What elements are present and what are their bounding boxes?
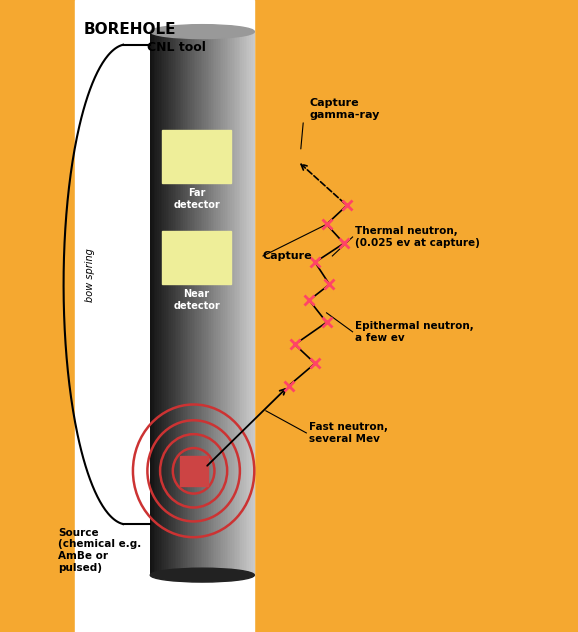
Bar (246, 32, 248, 575)
Bar (154, 32, 156, 575)
Bar (251, 32, 253, 575)
Text: CNL tool: CNL tool (147, 41, 206, 54)
Bar (234, 32, 236, 575)
Bar (168, 32, 170, 575)
Bar (206, 32, 208, 575)
Bar (162, 32, 165, 575)
Bar (221, 32, 224, 575)
Text: Source
(chemical e.g.
AmBe or
pulsed): Source (chemical e.g. AmBe or pulsed) (58, 528, 141, 573)
Bar (216, 32, 218, 575)
Bar (183, 32, 186, 575)
Bar (239, 32, 241, 575)
Text: Far
detector: Far detector (173, 188, 220, 210)
Bar (230, 32, 232, 575)
Bar (214, 32, 217, 575)
Text: Thermal neutron,
(0.025 ev at capture): Thermal neutron, (0.025 ev at capture) (355, 226, 480, 248)
Bar (242, 32, 244, 575)
Bar (202, 32, 205, 575)
Bar (201, 32, 203, 575)
Bar (237, 32, 239, 575)
Bar (218, 32, 220, 575)
Bar (161, 32, 163, 575)
Bar (171, 32, 173, 575)
Bar (199, 32, 201, 575)
Bar (228, 32, 231, 575)
Ellipse shape (150, 568, 254, 582)
Bar (232, 32, 234, 575)
Ellipse shape (150, 25, 254, 39)
Bar (223, 32, 225, 575)
Bar (180, 456, 208, 486)
Bar (150, 32, 153, 575)
Bar (249, 32, 251, 575)
Bar (187, 32, 189, 575)
Bar (181, 32, 184, 575)
Bar (192, 32, 194, 575)
Bar (209, 32, 212, 575)
Bar (180, 32, 182, 575)
Bar (204, 32, 206, 575)
Bar (166, 32, 168, 575)
Bar (155, 32, 158, 575)
Bar (225, 32, 227, 575)
Bar (173, 32, 175, 575)
Bar (157, 32, 160, 575)
Bar (162, 231, 231, 284)
Bar (211, 32, 213, 575)
Bar (244, 32, 246, 575)
Text: Capture: Capture (263, 251, 313, 261)
Text: Fast neutron,
several Mev: Fast neutron, several Mev (309, 422, 388, 444)
Bar (227, 32, 229, 575)
Bar (220, 32, 222, 575)
Bar (213, 32, 215, 575)
Text: BOREHOLE: BOREHOLE (84, 22, 176, 37)
Bar (164, 32, 166, 575)
Bar (235, 32, 238, 575)
Text: bow spring: bow spring (84, 248, 95, 302)
Bar (247, 32, 250, 575)
Bar (169, 32, 172, 575)
Bar (253, 32, 255, 575)
Bar (176, 32, 179, 575)
Bar (195, 32, 198, 575)
Bar (75, 0, 254, 632)
Bar (152, 32, 154, 575)
Bar (240, 32, 243, 575)
Bar (190, 32, 192, 575)
Bar (185, 32, 187, 575)
Bar (188, 32, 191, 575)
Bar (159, 32, 161, 575)
Bar (175, 32, 177, 575)
Bar (178, 32, 180, 575)
Text: Capture
gamma-ray: Capture gamma-ray (309, 99, 380, 120)
Bar (197, 32, 199, 575)
Bar (194, 32, 196, 575)
Bar (208, 32, 210, 575)
Text: Near
detector: Near detector (173, 289, 220, 311)
Bar (162, 130, 231, 183)
Text: Epithermal neutron,
a few ev: Epithermal neutron, a few ev (355, 321, 474, 343)
